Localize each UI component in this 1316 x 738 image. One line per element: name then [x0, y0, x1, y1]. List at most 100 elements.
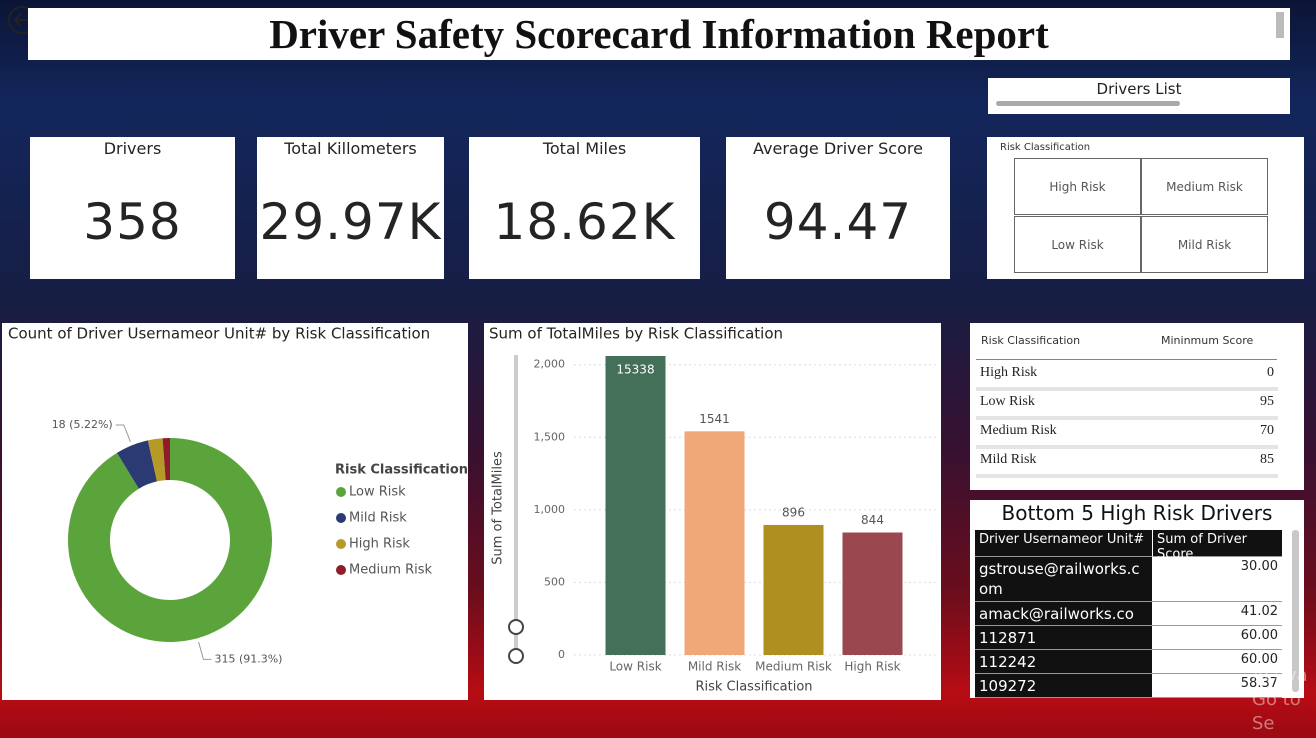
data-label: 844 [861, 513, 884, 527]
data-label: 1541 [699, 412, 730, 426]
cell: 60.00 [1152, 626, 1282, 650]
donut-slice [147, 438, 166, 482]
slider-handle [508, 619, 524, 635]
data-label: 896 [782, 505, 805, 519]
donut-slice [117, 440, 157, 489]
kpi-value: 18.62K [493, 193, 676, 251]
cell: Medium Risk [980, 423, 1057, 438]
x-tick-label: High Risk [844, 660, 900, 674]
watermark-line: Go to Se [1252, 689, 1301, 734]
slicer-title: Risk Classification [1000, 142, 1091, 153]
cell: Low Risk [980, 394, 1035, 409]
cell: 109272 [975, 674, 1152, 698]
cell: amack@railworks.com [975, 602, 1152, 643]
drivers-list-label: Drivers List [1096, 80, 1182, 98]
legend-entry: High Risk [349, 537, 410, 552]
donut-slice [162, 438, 170, 481]
bar [605, 356, 666, 655]
slicer-option[interactable]: Mild Risk [1141, 216, 1268, 273]
slider-handle [508, 648, 524, 664]
y-tick-label: 0 [558, 648, 565, 661]
slicer-option[interactable]: Medium Risk [1141, 158, 1268, 215]
kpi-value: 94.47 [763, 193, 913, 251]
column-header: Sum of Driver Score [1152, 530, 1282, 562]
kpi-label: Total Killometers [284, 139, 417, 158]
legend-swatch [336, 513, 346, 523]
kpi-value: 358 [83, 193, 182, 251]
donut-chart: Count of Driver Usernameor Unit# by Risk… [8, 325, 468, 666]
table-row: Mild Risk 85 [976, 448, 1278, 478]
cell: 112871 [975, 626, 1152, 650]
cell: 0 [1267, 365, 1274, 380]
leader-line [198, 641, 212, 660]
legend-swatch [336, 539, 346, 549]
watermark: Activa Go to Se [1252, 664, 1316, 736]
kpi-label: Average Driver Score [753, 139, 923, 158]
drivers-list-button[interactable]: Drivers List [988, 78, 1290, 114]
cell: 41.02 [1152, 602, 1282, 626]
data-label: 18 (5.22%) [52, 418, 113, 431]
min-score-table: Risk Classification Mininmum Score High Ri… [970, 323, 1304, 490]
legend-entry: Low Risk [349, 485, 406, 500]
y-tick-label: 500 [544, 575, 565, 588]
cell: 85 [1260, 452, 1274, 467]
data-label: 15338 [616, 363, 654, 377]
report-title: Driver Safety Scorecard Information Repo… [269, 11, 1049, 57]
cell: 112242 [975, 650, 1152, 674]
y-axis-title: Sum of TotalMiles [491, 451, 506, 565]
kpi-label: Drivers [103, 139, 162, 158]
kpi-card: Drivers 358 [30, 137, 235, 279]
x-axis-title: Risk Classification [695, 680, 812, 695]
kpi-card: Total Miles 18.62K [469, 137, 700, 279]
cell: gstrouse@railworks.com [975, 557, 1152, 602]
bar [684, 431, 745, 655]
y-tick-label: 1,500 [534, 430, 566, 443]
scroll-indicator [996, 101, 1180, 106]
scrollbar [1276, 12, 1284, 38]
kpi-value: 29.97K [259, 193, 442, 251]
scrollbar [1292, 530, 1299, 692]
donut-slice [68, 438, 273, 642]
chart-title: Sum of TotalMiles by Risk Classification [489, 325, 783, 343]
title-box: Driver Safety Scorecard Information Repo… [28, 8, 1290, 60]
kpi-card: Average Driver Score 94.47 [726, 137, 950, 279]
slicer-option[interactable]: Low Risk [1014, 216, 1141, 273]
column-header: Driver Usernameor Unit# [975, 530, 1152, 557]
bottom5-title: Bottom 5 High Risk Drivers [1001, 501, 1273, 525]
donut-panel: Count of Driver Usernameor Unit# by Risk… [2, 323, 468, 700]
cell: 30.00 [1152, 557, 1282, 602]
chart-title: Count of Driver Usernameor Unit# by Risk… [8, 325, 430, 343]
cell: 58.37 [1152, 674, 1282, 698]
risk-slicer: Risk Classification High Risk Medium Risk… [987, 137, 1304, 279]
cell: High Risk [980, 365, 1038, 380]
bottom5-table: Bottom 5 High Risk Drivers Driver Userna… [970, 500, 1304, 698]
data-label: 315 (91.3%) [214, 652, 282, 665]
cell: 95 [1260, 394, 1274, 409]
table-row: Medium Risk 70 [976, 419, 1278, 449]
bar-panel: Sum of TotalMiles by Risk Classification… [484, 323, 941, 700]
bar [763, 524, 824, 655]
bar [842, 532, 903, 655]
x-tick-label: Mild Risk [688, 660, 741, 674]
cell: 60.00 [1152, 650, 1282, 674]
x-tick-label: Low Risk [609, 660, 661, 674]
column-header: Risk Classification [981, 334, 1081, 347]
legend-swatch [336, 487, 346, 497]
kpi-card: Total Killometers 29.97K [257, 137, 444, 279]
x-tick-label: Medium Risk [755, 660, 832, 674]
watermark-line: Activa [1252, 665, 1308, 686]
kpi-label: Total Miles [542, 139, 627, 158]
column-header: Mininmum Score [1161, 334, 1254, 347]
y-tick-label: 1,000 [534, 503, 566, 516]
leader-line [115, 424, 131, 442]
table-row: Low Risk 95 [976, 390, 1278, 420]
cell: 70 [1260, 423, 1274, 438]
slicer-option[interactable]: High Risk [1014, 158, 1141, 215]
legend-entry: Medium Risk [349, 563, 433, 578]
bar-chart: Sum of TotalMiles by Risk Classification… [489, 325, 939, 695]
y-tick-label: 2,000 [534, 358, 566, 371]
legend-entry: Mild Risk [349, 511, 407, 526]
cell: Mild Risk [980, 452, 1037, 467]
header-rule [976, 359, 1277, 360]
